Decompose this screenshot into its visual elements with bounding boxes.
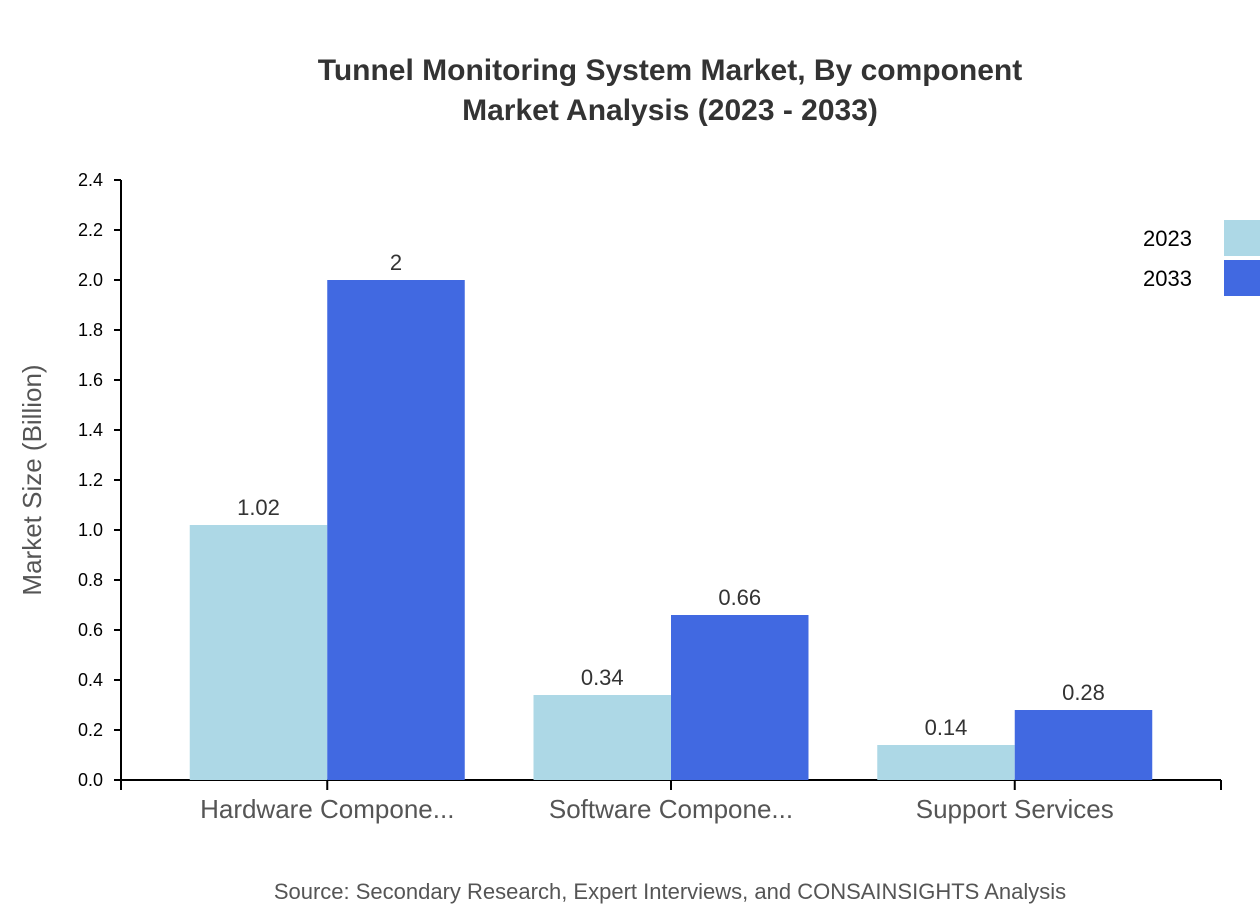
source-note: Source: Secondary Research, Expert Inter… [274, 879, 1066, 904]
x-tick-label: Software Compone... [549, 794, 793, 824]
y-tick-label: 2.0 [78, 270, 103, 290]
x-tick-label: Hardware Compone... [200, 794, 454, 824]
y-tick-label: 0.6 [78, 620, 103, 640]
chart-subtitle: Market Analysis (2023 - 2033) [462, 94, 878, 127]
chart-title: Tunnel Monitoring System Market, By comp… [318, 54, 1023, 87]
data-label: 1.02 [237, 495, 280, 520]
legend-label: 2023 [1143, 226, 1192, 251]
y-axis-label: Market Size (Billion) [17, 364, 47, 595]
data-label: 2 [390, 250, 402, 275]
data-label: 0.14 [925, 715, 968, 740]
x-tick-label: Support Services [916, 794, 1114, 824]
y-tick-label: 1.2 [78, 470, 103, 490]
y-tick-label: 0.8 [78, 570, 103, 590]
y-tick-label: 1.8 [78, 320, 103, 340]
y-tick-label: 0.4 [78, 670, 103, 690]
y-tick-label: 1.0 [78, 520, 103, 540]
y-tick-label: 0.0 [78, 770, 103, 790]
y-tick-label: 0.2 [78, 720, 103, 740]
legend-label: 2033 [1143, 266, 1192, 291]
x-axis: Hardware Compone... Software Compone... Su… [120, 779, 1222, 824]
data-label: 0.66 [718, 585, 761, 610]
y-axis: 0.0 0.2 0.4 0.6 0.8 1.0 1.2 1.4 1.6 1.8 2.0 2.2 2.4 [78, 170, 122, 790]
y-tick-label: 1.4 [78, 420, 103, 440]
bars: 1.02 2 0.34 0.66 0.14 0.28 [189, 250, 1153, 780]
bar-2033 [327, 280, 465, 780]
bar-2023 [189, 525, 328, 780]
bar-2033 [1014, 710, 1153, 780]
bar-2023 [877, 745, 1015, 780]
y-tick-label: 2.4 [78, 170, 103, 190]
bar-2033 [671, 615, 809, 780]
data-label: 0.34 [581, 665, 624, 690]
y-tick-label: 1.6 [78, 370, 103, 390]
y-tick-label: 2.2 [78, 220, 103, 240]
legend-swatch [1224, 220, 1260, 256]
legend-swatch [1224, 260, 1260, 296]
data-label: 0.28 [1062, 680, 1105, 705]
legend: 2023 2033 [1143, 220, 1260, 296]
bar-2023 [533, 695, 671, 780]
